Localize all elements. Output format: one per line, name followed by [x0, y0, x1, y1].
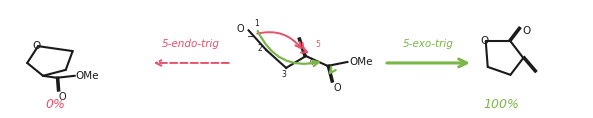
Text: 2: 2	[257, 44, 262, 53]
Text: 100%: 100%	[484, 98, 519, 111]
Text: 4: 4	[308, 58, 313, 67]
Text: 5-exo-trig: 5-exo-trig	[403, 39, 454, 49]
Text: O: O	[32, 41, 40, 51]
Text: 0%: 0%	[45, 98, 65, 111]
Text: O: O	[522, 26, 531, 36]
Text: 5: 5	[315, 40, 320, 49]
Text: O: O	[237, 24, 245, 34]
Text: OMe: OMe	[76, 71, 99, 81]
Text: 5-endo-trig: 5-endo-trig	[162, 39, 220, 49]
Text: −: −	[247, 32, 254, 42]
Text: O: O	[333, 83, 341, 93]
Text: 1: 1	[254, 19, 259, 28]
Text: O: O	[481, 36, 489, 46]
Text: OMe: OMe	[349, 57, 373, 67]
Text: O: O	[59, 92, 66, 102]
Text: 3: 3	[282, 70, 286, 79]
